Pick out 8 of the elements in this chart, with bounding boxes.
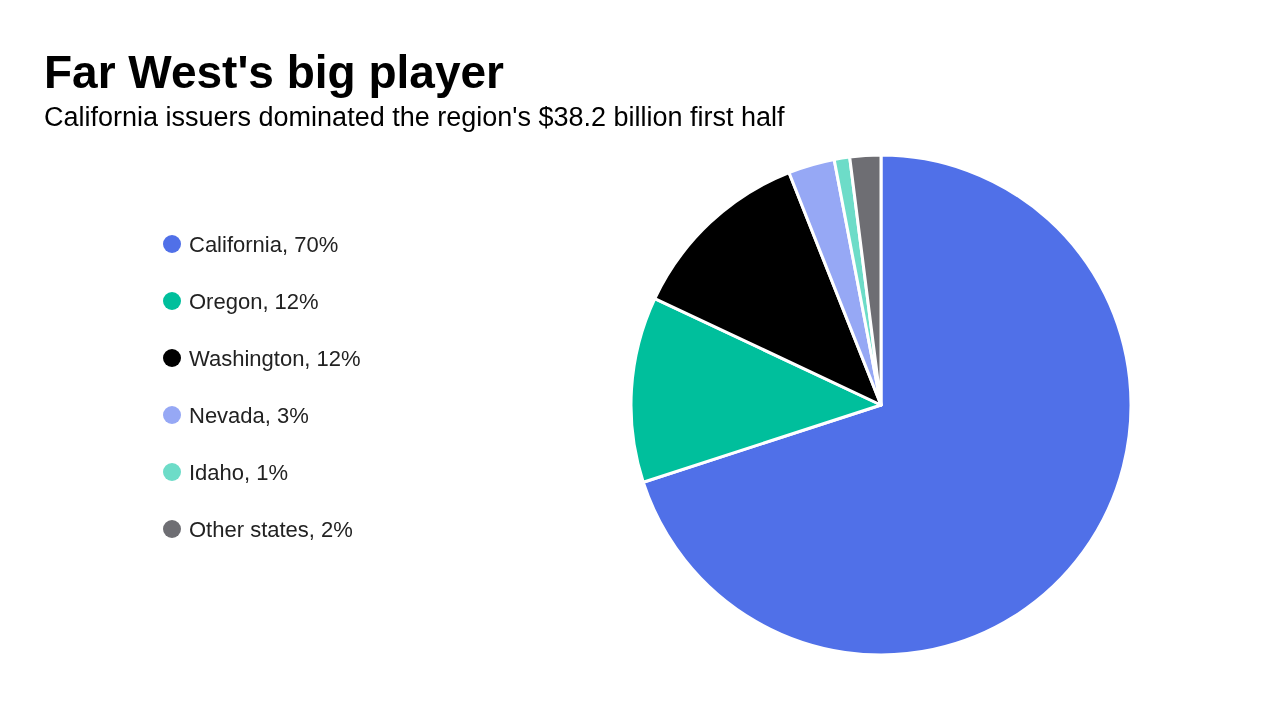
legend-label: Other states, 2% xyxy=(189,516,353,542)
legend-label: Idaho, 1% xyxy=(189,459,289,485)
legend-label: Washington, 12% xyxy=(189,345,361,371)
chart-title: Far West's big player xyxy=(44,46,505,98)
legend-label: California, 70% xyxy=(189,231,339,257)
chart-subtitle: California issuers dominated the region's $38.2 billion first half xyxy=(44,102,786,132)
legend-label: Nevada, 3% xyxy=(189,402,309,428)
legend-label: Oregon, 12% xyxy=(189,288,319,314)
